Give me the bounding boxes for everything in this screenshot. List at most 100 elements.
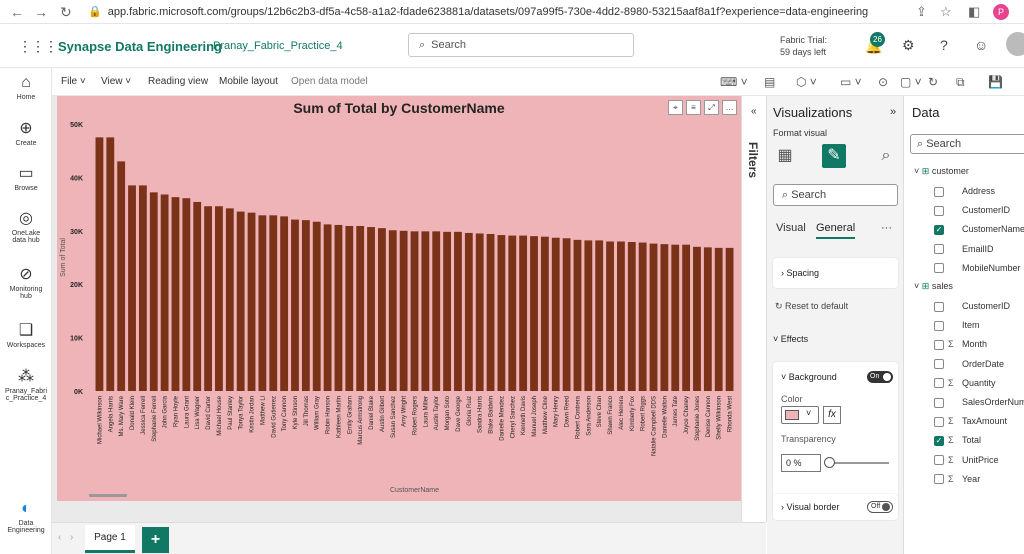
open-data-model-button[interactable]: Open data model <box>291 76 368 87</box>
reading-view-button[interactable]: Reading view <box>148 76 209 87</box>
field-item[interactable]: Σ Quantity <box>934 377 996 389</box>
rail-item-current-workspace[interactable]: ⁂ Pranay_Fabri c_Practice_4 <box>0 366 52 402</box>
background-toggle[interactable]: On <box>867 371 893 383</box>
workspace-link[interactable]: Pranay_Fabric_Practice_4 <box>213 40 343 52</box>
field-checkbox[interactable] <box>934 378 944 389</box>
sidebar-icon[interactable]: ◧ <box>968 4 981 19</box>
back-icon[interactable]: ← <box>10 4 24 20</box>
collapse-pane-icon[interactable]: » <box>890 106 897 118</box>
field-item[interactable]: ✓ CustomerName <box>934 223 1024 236</box>
table-customer[interactable]: ˅ ⊞ customer <box>914 166 969 177</box>
field-item[interactable]: Σ Year <box>934 473 980 485</box>
field-item[interactable]: Address <box>934 185 995 197</box>
background-label[interactable]: ˅ Background <box>781 372 837 382</box>
refresh-icon[interactable]: ↻ <box>928 75 939 89</box>
rail-item-experience-switcher[interactable]: ◐ Data Engineering <box>0 500 52 534</box>
format-visual-icon[interactable]: ✎ <box>822 144 846 168</box>
field-checkbox[interactable] <box>934 244 944 255</box>
table-sales[interactable]: ˅ ⊞ sales <box>914 281 953 292</box>
field-checkbox[interactable]: ✓ <box>934 225 944 236</box>
more-tabs-icon[interactable]: ··· <box>881 222 892 234</box>
field-item[interactable]: OrderDate <box>934 358 1004 370</box>
transparency-slider-track[interactable] <box>827 462 889 464</box>
trial-status[interactable]: Fabric Trial: 59 days left <box>780 34 827 58</box>
rail-item-create[interactable]: ⊕ Create <box>0 118 52 147</box>
field-checkbox[interactable] <box>934 359 944 370</box>
copy-icon[interactable]: ⧉ <box>956 75 965 89</box>
field-checkbox[interactable] <box>934 263 944 274</box>
reload-icon[interactable]: ↻ <box>60 4 72 20</box>
field-item[interactable]: Σ Month <box>934 338 987 351</box>
help-icon[interactable]: ? <box>940 37 948 53</box>
expand-filters-icon[interactable]: « <box>751 106 757 117</box>
tab-visual[interactable]: Visual <box>776 222 806 234</box>
app-launcher-icon[interactable]: ⋮⋮⋮ <box>18 38 58 54</box>
filters-pane-collapsed[interactable]: « Filters <box>741 96 767 522</box>
field-checkbox[interactable]: ✓ <box>934 436 944 447</box>
forward-icon[interactable]: → <box>34 4 48 20</box>
field-item[interactable]: CustomerID <box>934 300 1010 312</box>
build-visual-icon[interactable]: ▦ <box>777 147 793 164</box>
textbox-icon[interactable]: ▤ <box>764 75 776 89</box>
gear-icon[interactable]: ⚙ <box>902 37 915 53</box>
field-item[interactable]: ✓ Σ Total <box>934 434 981 447</box>
field-item[interactable]: MobileNumber <box>934 262 1021 274</box>
tab-scroll-right-icon[interactable]: › <box>70 532 74 543</box>
fx-conditional-format-button[interactable]: fx <box>823 406 841 424</box>
profile-avatar[interactable]: P <box>993 4 1009 20</box>
field-checkbox[interactable] <box>934 340 944 351</box>
field-item[interactable]: Σ UnitPrice <box>934 454 999 466</box>
effects-section-header[interactable]: ˅ Effects <box>773 334 809 344</box>
format-search-input[interactable]: ⌕ Search <box>773 184 898 206</box>
field-checkbox[interactable] <box>934 474 944 485</box>
field-item[interactable]: Item <box>934 319 980 331</box>
tab-scroll-left-icon[interactable]: ‹ <box>58 532 62 543</box>
address-bar[interactable]: 🔒 app.fabric.microsoft.com/groups/12b6c2b… <box>88 3 878 21</box>
page-tab-1[interactable]: Page 1 <box>85 525 135 553</box>
rail-item-home[interactable]: ⌂ Home <box>0 74 52 101</box>
field-checkbox[interactable] <box>934 455 944 466</box>
file-menu[interactable]: File ˅ <box>61 76 86 87</box>
star-icon[interactable]: ☆ <box>940 4 952 19</box>
visuals-icon[interactable]: ▭ ˅ <box>840 75 862 89</box>
color-picker[interactable]: ˅ <box>781 406 819 424</box>
user-avatar[interactable] <box>1006 32 1024 56</box>
rail-item-onelake[interactable]: ◎ OneLake data hub <box>0 208 52 244</box>
shapes-icon[interactable]: ⬡ ˅ <box>796 75 817 89</box>
field-checkbox[interactable] <box>934 397 944 408</box>
filter-icon[interactable]: ≡ <box>686 100 701 115</box>
pin-icon[interactable]: ⌖ <box>668 100 683 115</box>
view-menu[interactable]: View ˅ <box>101 76 132 87</box>
field-item[interactable]: EmailID <box>934 243 994 255</box>
app-title[interactable]: Synapse Data Engineering <box>58 39 222 54</box>
rail-item-browse[interactable]: ▭ Browse <box>0 163 52 192</box>
transparency-slider-thumb[interactable] <box>824 457 835 468</box>
share-icon[interactable]: ⇪ <box>916 4 927 19</box>
global-search-input[interactable]: ⌕ Search <box>408 33 634 57</box>
field-item[interactable]: CustomerID <box>934 204 1010 216</box>
feedback-icon[interactable]: ☺ <box>974 37 989 53</box>
analytics-icon[interactable]: ⌕ <box>881 147 891 164</box>
bar-chart-visual[interactable]: Sum of Total by CustomerName ⌖ ≡ ⤢… 0K 10K 2… <box>57 96 741 501</box>
focus-mode-icon[interactable]: ⤢ <box>704 100 719 115</box>
visual-border-section[interactable]: › Visual border Off <box>773 494 898 520</box>
visual-border-toggle[interactable]: Off <box>867 501 893 513</box>
buttons-icon[interactable]: ⊙ <box>878 75 889 89</box>
rail-item-workspaces[interactable]: ❑ Workspaces <box>0 320 52 349</box>
data-search-input[interactable]: ⌕ Search <box>910 134 1024 154</box>
tab-general[interactable]: General <box>816 222 856 239</box>
reset-to-default-button[interactable]: ↻ Reset to default <box>775 301 849 311</box>
field-checkbox[interactable] <box>934 205 944 216</box>
field-checkbox[interactable] <box>934 320 944 331</box>
field-checkbox[interactable] <box>934 416 944 427</box>
field-checkbox[interactable] <box>934 301 944 312</box>
spacing-section[interactable]: › Spacing <box>773 258 898 288</box>
insert-icon[interactable]: ▢ ˅ <box>900 75 922 89</box>
field-item[interactable]: Σ TaxAmount <box>934 415 1007 427</box>
field-item[interactable]: SalesOrderNum <box>934 396 1024 408</box>
transparency-input[interactable]: 0 % <box>781 454 821 472</box>
field-checkbox[interactable] <box>934 186 944 197</box>
rail-item-monitoring[interactable]: ⊘ Monitoring hub <box>0 264 52 300</box>
chat-icon[interactable]: ⌨ ˅ <box>720 75 748 89</box>
mobile-layout-button[interactable]: Mobile layout <box>219 76 278 87</box>
